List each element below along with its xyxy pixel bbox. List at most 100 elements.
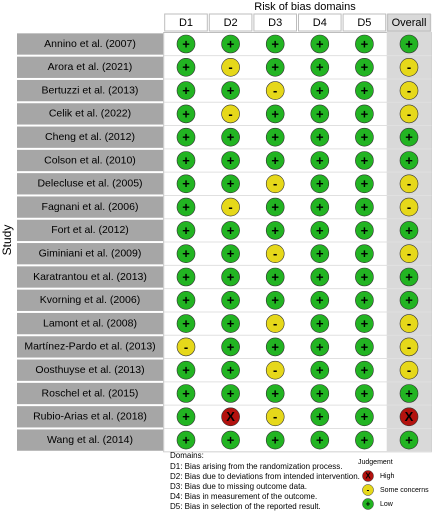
study-label: Bertuzzi et al. (2013)	[42, 84, 139, 96]
judgment-circle	[310, 221, 330, 240]
judgment-symbol: +	[271, 433, 279, 448]
judgment-circle	[310, 290, 330, 310]
judgment-circle	[221, 221, 240, 240]
judgment-symbol: +	[316, 269, 324, 284]
judgment-symbol: +	[271, 153, 279, 168]
judgment-circle	[265, 151, 285, 170]
study-label-cell	[17, 359, 163, 381]
judgment-symbol: -	[407, 106, 411, 121]
judgment-symbol: -	[407, 339, 411, 354]
judgment-circle	[176, 221, 196, 240]
judgment-symbol: +	[405, 223, 413, 238]
judgment-circle	[221, 197, 240, 217]
study-label-cell	[17, 429, 163, 451]
judgment-circle	[399, 151, 419, 170]
judgment-symbol: +	[361, 130, 369, 145]
judgment-symbol: +	[227, 176, 235, 191]
study-label: Giminiani et al. (2009)	[39, 247, 142, 259]
study-label-cell	[17, 126, 163, 148]
judgment-circle	[176, 174, 196, 194]
judgment-circle	[176, 58, 196, 77]
study-label: Fagnani et al. (2006)	[42, 201, 139, 213]
study-label-cell	[17, 336, 163, 358]
legend-circle	[362, 470, 374, 482]
judgment-symbol: +	[227, 36, 235, 51]
judgment-symbol: +	[227, 316, 235, 331]
study-label: Kvorning et al. (2006)	[40, 294, 140, 306]
judgment-circle	[310, 174, 330, 194]
study-label: Arora et al. (2021)	[48, 61, 133, 73]
column-header: D3	[268, 17, 282, 29]
judgment-symbol: +	[361, 293, 369, 308]
judgment-circle	[221, 127, 240, 147]
judgment-symbol: +	[405, 36, 413, 51]
judgment-circle	[176, 127, 196, 147]
judgment-circle	[265, 337, 285, 357]
judgment-circle	[399, 360, 419, 380]
judgment-symbol: +	[316, 60, 324, 75]
judgment-circle	[176, 290, 196, 310]
column-header: D1	[179, 17, 193, 29]
judgment-circle	[399, 104, 419, 124]
study-label-cell	[17, 103, 163, 125]
judgment-circle	[399, 197, 419, 217]
judgment-circle	[265, 34, 285, 54]
judgment-symbol: +	[227, 339, 235, 354]
judgment-circle	[176, 104, 196, 124]
judgment-circle	[310, 127, 330, 147]
judgment-symbol: -	[184, 339, 188, 354]
judgment-circle	[176, 81, 196, 100]
judgment-circle	[355, 384, 374, 403]
study-label: Delecluse et al. (2005)	[37, 178, 142, 190]
judgment-circle	[265, 174, 285, 194]
judgment-symbol: +	[227, 223, 235, 238]
judgment-circle	[399, 290, 419, 310]
judgment-symbol: +	[271, 106, 279, 121]
domain-note: D3: Bias due to missing outcome data.	[170, 482, 307, 491]
legend-circle	[362, 484, 374, 496]
judgment-symbol: +	[361, 36, 369, 51]
column-header: D2	[224, 17, 238, 29]
judgment-symbol: -	[407, 176, 411, 191]
judgment-symbol: +	[361, 83, 369, 98]
judgment-circle	[265, 430, 285, 450]
judgment-symbol: +	[316, 153, 324, 168]
judgment-circle	[265, 407, 285, 427]
judgment-symbol: +	[182, 316, 190, 331]
judgment-circle	[176, 360, 196, 380]
judgment-circle	[176, 34, 196, 54]
judgment-circle	[221, 58, 240, 77]
judgment-symbol: +	[361, 433, 369, 448]
judgment-circle	[355, 151, 374, 170]
judgment-symbol: -	[407, 83, 411, 98]
judgment-symbol: +	[182, 293, 190, 308]
judgment-circle	[310, 267, 330, 287]
judgment-circle	[310, 360, 330, 380]
judgment-circle	[176, 384, 196, 403]
judgment-circle	[265, 197, 285, 217]
judgment-circle	[221, 34, 240, 54]
judgment-symbol: +	[405, 153, 413, 168]
judgment-symbol: +	[271, 200, 279, 215]
column-header: D5	[357, 17, 371, 29]
judgment-circle	[265, 81, 285, 100]
judgment-circle	[310, 384, 330, 403]
judgment-symbol: +	[182, 36, 190, 51]
study-label-cell	[17, 173, 163, 195]
judgment-circle	[265, 360, 285, 380]
judgment-circle	[176, 337, 196, 357]
judgment-symbol: -	[228, 60, 232, 75]
judgment-circle	[176, 151, 196, 170]
judgment-symbol: +	[271, 223, 279, 238]
judgment-circle	[265, 290, 285, 310]
judgment-circle	[176, 197, 196, 217]
judgment-symbol: +	[361, 269, 369, 284]
judgment-circle	[265, 127, 285, 147]
judgment-symbol: +	[227, 386, 235, 401]
study-label-cell	[17, 406, 163, 428]
judgment-circle	[355, 34, 374, 54]
judgment-symbol: +	[361, 223, 369, 238]
judgment-circle	[221, 104, 240, 124]
study-label-cell	[17, 312, 163, 335]
